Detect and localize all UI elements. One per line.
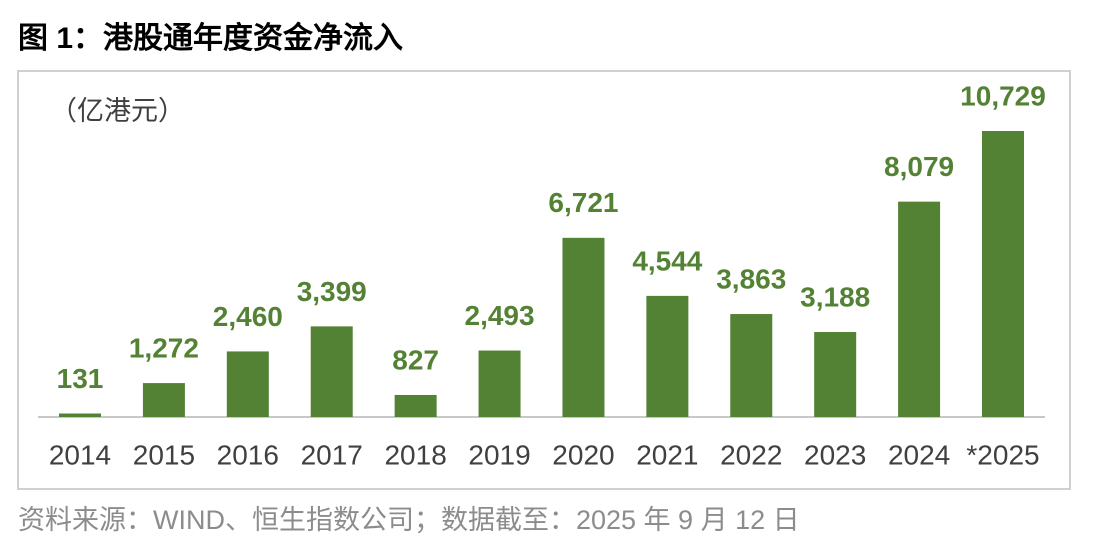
bar <box>59 413 101 417</box>
value-label: 1,272 <box>129 332 199 363</box>
value-label: 3,863 <box>716 263 786 294</box>
x-tick-label: 2017 <box>301 439 363 470</box>
value-label: 3,399 <box>297 276 367 307</box>
value-label: 3,188 <box>800 281 870 312</box>
value-label: 2,460 <box>213 301 283 332</box>
bar <box>562 237 605 417</box>
x-tick-label: 2016 <box>217 439 279 470</box>
bar <box>982 131 1024 417</box>
bar <box>898 201 941 417</box>
value-label: 4,544 <box>632 245 702 276</box>
x-tick-label: 2015 <box>133 439 195 470</box>
value-label: 10,729 <box>960 80 1046 111</box>
value-label: 6,721 <box>548 187 618 218</box>
x-tick-label: *2025 <box>966 439 1039 470</box>
value-label: 8,079 <box>884 151 954 182</box>
chart-title: 图 1：港股通年度资金净流入 <box>18 21 403 55</box>
x-tick-label: 2024 <box>888 439 950 470</box>
bar <box>310 326 353 417</box>
bar <box>394 394 437 417</box>
x-tick-label: 2020 <box>552 439 614 470</box>
x-tick-label: 2018 <box>384 439 446 470</box>
x-tick-label: 2019 <box>468 439 530 470</box>
x-tick-label: 2022 <box>720 439 782 470</box>
unit-label: （亿港元） <box>50 96 185 126</box>
x-tick-label: 2014 <box>49 439 111 470</box>
bar <box>478 350 521 417</box>
value-label: 827 <box>392 344 439 375</box>
bar <box>814 332 857 417</box>
bar <box>226 351 269 417</box>
bar <box>646 295 689 417</box>
value-label: 2,493 <box>465 300 535 331</box>
chart-frame <box>17 70 1071 490</box>
bar <box>730 314 773 417</box>
x-tick-label: 2021 <box>636 439 698 470</box>
x-tick-label: 2023 <box>804 439 866 470</box>
value-label: 131 <box>57 363 104 394</box>
source-note: 资料来源：WIND、恒生指数公司；数据截至：2025 年 9 月 12 日 <box>18 505 800 535</box>
bar <box>142 383 185 417</box>
